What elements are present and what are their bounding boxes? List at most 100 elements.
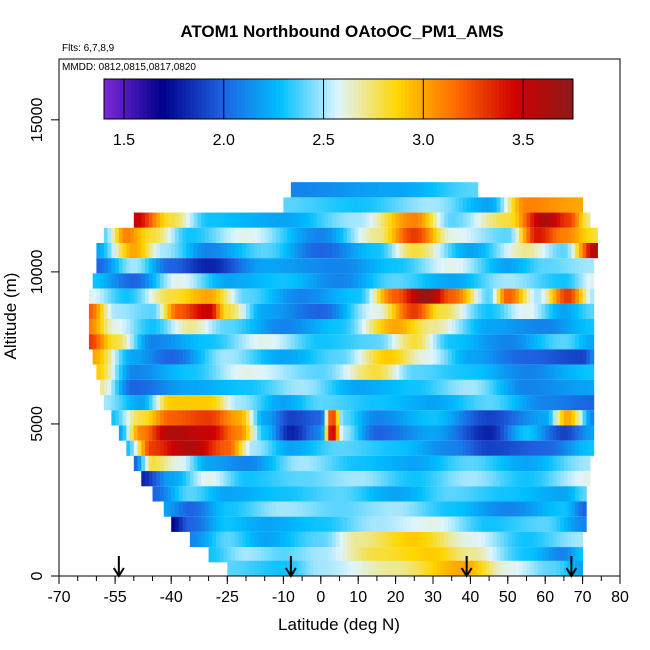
heatmap-cell xyxy=(485,455,490,472)
heatmap-cell xyxy=(343,349,348,365)
heatmap-cell xyxy=(395,258,400,274)
heatmap-cell xyxy=(504,471,509,487)
heatmap-cell xyxy=(186,258,191,274)
heatmap-cell xyxy=(193,242,198,259)
heatmap-cell xyxy=(563,364,569,380)
heatmap-cell xyxy=(590,319,595,335)
heatmap-cell xyxy=(242,486,247,502)
heatmap-cell xyxy=(462,334,468,350)
heatmap-cell xyxy=(474,258,479,274)
heatmap-cell xyxy=(358,440,363,456)
heatmap-cell xyxy=(545,227,550,243)
heatmap-cell xyxy=(429,395,434,411)
heatmap-cell xyxy=(343,242,348,259)
heatmap-cell xyxy=(492,379,497,396)
heatmap-cell xyxy=(481,273,486,289)
heatmap-cell xyxy=(174,425,180,441)
heatmap-cell xyxy=(219,425,224,441)
colorbar-tick-label: 3.5 xyxy=(512,132,534,149)
heatmap-cell xyxy=(182,395,187,411)
heatmap-cell xyxy=(133,258,138,274)
colorbar-segment xyxy=(518,79,523,119)
heatmap-cell xyxy=(440,560,445,576)
heatmap-cell xyxy=(268,425,273,441)
heatmap-cell xyxy=(462,303,468,320)
heatmap-cell xyxy=(406,288,411,304)
heatmap-cell xyxy=(231,410,236,426)
heatmap-cell xyxy=(395,227,400,243)
heatmap-cell xyxy=(111,303,116,320)
heatmap-cell xyxy=(238,319,243,335)
heatmap-cell xyxy=(290,471,296,487)
heatmap-cell xyxy=(526,273,531,289)
heatmap-cell xyxy=(560,560,565,576)
heatmap-cell xyxy=(507,531,512,548)
heatmap-cell xyxy=(563,379,569,396)
heatmap-cell xyxy=(489,334,494,350)
heatmap-cell xyxy=(332,334,337,350)
heatmap-cell xyxy=(489,197,494,213)
heatmap-cell xyxy=(294,547,299,563)
heatmap-cell xyxy=(545,319,550,335)
heatmap-cell xyxy=(253,395,258,411)
heatmap-cell xyxy=(317,227,322,243)
heatmap-cell xyxy=(433,516,438,532)
heatmap-cell xyxy=(556,258,561,274)
heatmap-cell xyxy=(227,547,232,563)
colorbar-segment xyxy=(330,79,336,119)
heatmap-cell xyxy=(466,425,471,441)
heatmap-cell xyxy=(186,319,191,335)
heatmap-cell xyxy=(249,212,254,228)
heatmap-cell xyxy=(459,242,464,259)
heatmap-cell xyxy=(249,471,254,487)
heatmap-cell xyxy=(197,258,202,274)
heatmap-cell xyxy=(242,501,247,517)
heatmap-cell xyxy=(320,288,325,304)
heatmap-cell xyxy=(504,425,509,441)
heatmap-cell xyxy=(257,258,262,274)
heatmap-cell xyxy=(548,455,554,472)
heatmap-cell xyxy=(115,319,120,335)
heatmap-cell xyxy=(272,516,277,532)
heatmap-cell xyxy=(519,455,524,472)
heatmap-cell xyxy=(253,349,258,365)
heatmap-cell xyxy=(111,334,116,350)
heatmap-cell xyxy=(268,227,273,243)
x-tick-label: -10 xyxy=(272,589,295,606)
heatmap-cell xyxy=(414,471,419,487)
heatmap-cell xyxy=(462,425,468,441)
heatmap-cell xyxy=(391,455,396,472)
heatmap-cell xyxy=(485,486,490,502)
heatmap-cell xyxy=(309,227,314,243)
colorbar-border xyxy=(103,78,574,120)
heatmap-cell xyxy=(425,349,430,365)
colorbar-tick-label: 2.5 xyxy=(312,132,334,149)
heatmap-cell xyxy=(115,273,120,289)
heatmap-cell xyxy=(249,455,254,472)
heatmap-cell xyxy=(283,227,288,243)
heatmap-cell xyxy=(96,364,101,380)
heatmap-cell xyxy=(496,410,501,426)
heatmap-cell xyxy=(324,531,329,548)
heatmap-cell xyxy=(145,364,150,380)
heatmap-cell xyxy=(130,227,135,243)
heatmap-cell xyxy=(451,410,456,426)
heatmap-cell xyxy=(111,349,116,365)
heatmap-cell xyxy=(212,516,217,532)
heatmap-cell xyxy=(504,303,509,320)
heatmap-cell xyxy=(481,455,486,472)
heatmap-cell xyxy=(388,349,393,365)
heatmap-cell xyxy=(253,273,258,289)
heatmap-cell xyxy=(92,349,97,365)
heatmap-cell xyxy=(380,547,385,563)
heatmap-cell xyxy=(126,258,131,274)
heatmap-cell xyxy=(335,242,340,259)
heatmap-cell xyxy=(522,319,527,335)
heatmap-cell xyxy=(470,212,475,228)
heatmap-cell xyxy=(302,455,307,472)
heatmap-cell xyxy=(462,547,468,563)
heatmap-cell xyxy=(466,501,471,517)
heatmap-cell xyxy=(332,303,337,320)
heatmap-cell xyxy=(548,440,554,456)
heatmap-cell xyxy=(111,319,116,335)
